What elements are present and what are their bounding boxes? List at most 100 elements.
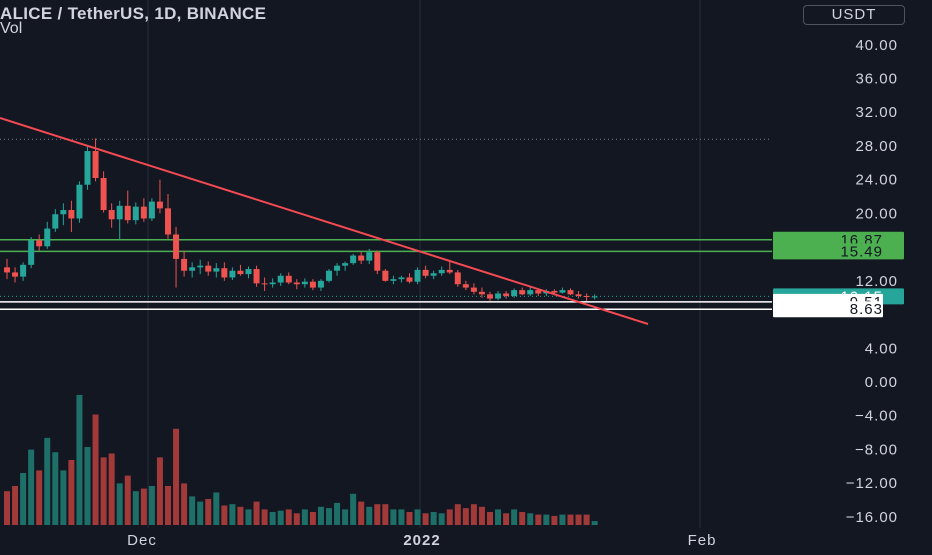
- candle-body: [495, 293, 502, 299]
- candle-body: [237, 270, 244, 275]
- volume-bar: [382, 504, 389, 525]
- volume-bar: [591, 521, 598, 525]
- candle-body: [358, 255, 365, 261]
- volume-bar: [495, 509, 502, 525]
- volume-bar: [156, 457, 163, 525]
- volume-bar: [559, 514, 566, 525]
- y-axis-tick-label: −12.00: [846, 475, 898, 492]
- volume-bar: [414, 509, 421, 525]
- candle-body: [108, 210, 115, 220]
- candle-body: [374, 252, 381, 271]
- volume-bar: [285, 509, 292, 525]
- x-axis-tick-label: Feb: [688, 532, 717, 549]
- volume-bar: [52, 452, 59, 525]
- candle-body: [470, 287, 477, 292]
- volume-bar: [189, 496, 196, 525]
- candle-body: [181, 258, 188, 271]
- candle-body: [36, 240, 43, 247]
- volume-bar: [390, 509, 397, 525]
- volume-bar: [575, 514, 582, 525]
- candle-body: [92, 151, 99, 178]
- candle-body: [334, 265, 341, 271]
- volume-bar: [261, 509, 268, 525]
- symbol-title[interactable]: ALICE / TetherUS, 1D, BINANCE: [0, 4, 267, 23]
- candle-body: [221, 268, 228, 278]
- candle-body: [28, 240, 35, 265]
- candle-body: [342, 263, 349, 266]
- volume-bar: [20, 473, 27, 525]
- volume-bar: [197, 501, 204, 525]
- candle-body: [575, 294, 582, 297]
- volume-indicator-label[interactable]: Vol: [0, 20, 23, 37]
- volume-bar: [462, 508, 469, 525]
- volume-bar: [374, 504, 381, 525]
- volume-bar: [237, 506, 244, 525]
- x-axis-tick-label: Dec: [127, 532, 157, 549]
- price-axis[interactable]: [772, 0, 932, 550]
- volume-bar: [446, 509, 453, 525]
- volume-bar: [12, 486, 19, 525]
- volume-bar: [326, 508, 332, 525]
- volume-bar: [76, 395, 83, 525]
- candle-body: [165, 208, 171, 235]
- candle-body: [205, 265, 212, 272]
- volume-bar: [342, 509, 349, 525]
- candle-body: [100, 177, 107, 211]
- candle-body: [213, 268, 220, 272]
- currency-button[interactable]: USDT: [803, 5, 905, 25]
- candle-body: [446, 269, 453, 273]
- volume-bar: [430, 512, 437, 525]
- volume-bar: [503, 513, 510, 525]
- candle-body: [148, 201, 155, 219]
- volume-bar: [100, 457, 107, 525]
- candle-body: [68, 210, 75, 219]
- volume-bar: [366, 506, 373, 525]
- candle-body: [511, 290, 518, 297]
- volume-bar: [36, 470, 43, 525]
- volume-bar: [245, 509, 252, 525]
- price-label-box[interactable]: [773, 243, 904, 260]
- price-label-box[interactable]: [773, 301, 883, 318]
- volume-bar: [301, 509, 308, 525]
- volume-bar: [205, 499, 212, 525]
- volume-bar: [583, 514, 590, 525]
- candle-body: [4, 267, 10, 273]
- volume-bar: [165, 486, 171, 525]
- volume-bar: [28, 449, 35, 525]
- candle-body: [350, 255, 357, 264]
- candle-body: [390, 279, 397, 281]
- volume-bar: [543, 514, 550, 525]
- volume-bar: [406, 512, 413, 525]
- volume-bar: [350, 493, 357, 525]
- candle-body: [398, 277, 405, 280]
- volume-bar: [84, 447, 91, 525]
- candle-body: [583, 296, 590, 298]
- volume-bar: [487, 512, 493, 525]
- volume-bar: [148, 486, 155, 525]
- volume-bar: [221, 505, 228, 525]
- y-axis-tick-label: 40.00: [855, 37, 898, 54]
- candle-body: [197, 265, 204, 268]
- volume-bar: [92, 414, 99, 525]
- candle-body: [277, 275, 284, 283]
- y-axis-tick-label: −16.00: [846, 509, 898, 526]
- volume-bar: [132, 491, 139, 525]
- volume-bar: [309, 512, 316, 525]
- trendline[interactable]: [0, 117, 649, 325]
- volume-bar: [269, 512, 276, 525]
- x-axis-tick-label: 2022: [403, 532, 440, 549]
- volume-bar: [253, 501, 260, 525]
- volume-bar: [140, 488, 147, 525]
- candle-body: [559, 290, 566, 293]
- volume-bar: [181, 483, 188, 525]
- candle-body: [173, 234, 180, 259]
- candle-body: [366, 252, 373, 261]
- volume-bar: [293, 513, 300, 525]
- candle-body: [503, 293, 510, 297]
- volume-bar: [173, 428, 180, 525]
- volume-bar: [213, 492, 220, 525]
- volume-bar: [535, 514, 542, 525]
- candle-body: [414, 269, 421, 282]
